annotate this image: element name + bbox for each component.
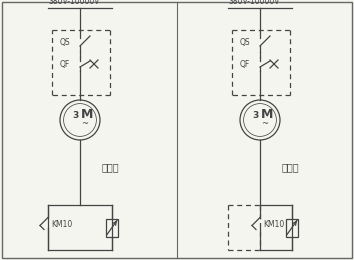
Text: M: M bbox=[261, 108, 273, 121]
Text: KM10: KM10 bbox=[51, 220, 72, 229]
Text: 改造型: 改造型 bbox=[282, 162, 299, 172]
Text: QS: QS bbox=[240, 37, 251, 47]
Text: QF: QF bbox=[60, 60, 70, 68]
Text: 380V-10000V: 380V-10000V bbox=[228, 0, 280, 6]
Text: 380V-10000V: 380V-10000V bbox=[48, 0, 99, 6]
Text: M: M bbox=[81, 108, 93, 121]
Text: KM10: KM10 bbox=[263, 220, 284, 229]
Bar bbox=[106, 218, 118, 237]
Text: 普通型: 普通型 bbox=[102, 162, 120, 172]
Text: QS: QS bbox=[60, 37, 71, 47]
Bar bbox=[286, 218, 298, 237]
Text: QF: QF bbox=[240, 60, 250, 68]
Text: 3: 3 bbox=[253, 112, 259, 120]
Text: 3: 3 bbox=[73, 112, 79, 120]
Text: ~: ~ bbox=[261, 120, 268, 128]
Text: ~: ~ bbox=[81, 120, 88, 128]
